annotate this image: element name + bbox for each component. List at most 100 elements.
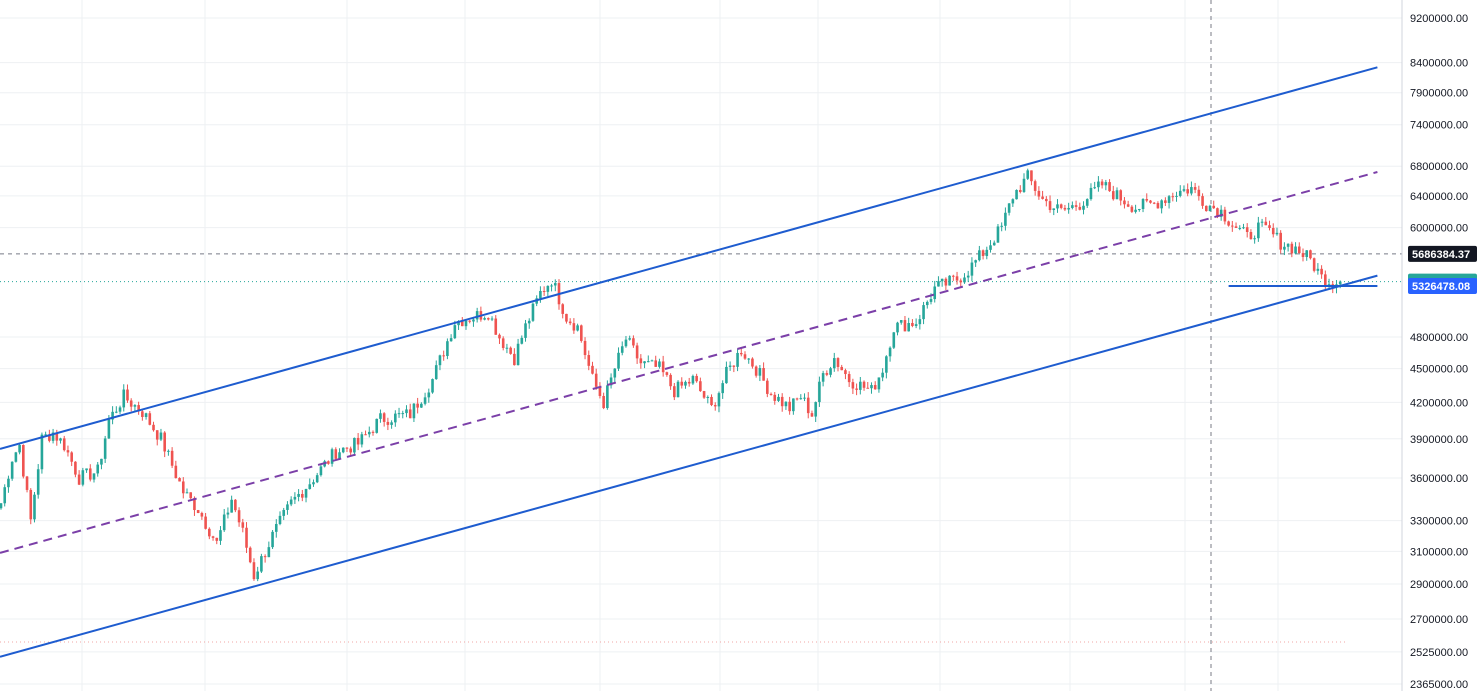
price-axis[interactable]: 9200000.00 8400000.00 7900000.00 7400000.00…	[1401, 0, 1468, 691]
candle-body	[669, 374, 672, 387]
trend-lines[interactable]	[0, 66, 1378, 658]
candle-body	[111, 411, 114, 420]
candle-body	[739, 352, 743, 355]
candle-body	[1316, 268, 1320, 271]
grid	[0, 0, 1402, 691]
candle-body	[189, 492, 193, 499]
candle-body	[513, 353, 516, 366]
candle-body	[959, 280, 963, 283]
candle-body	[1305, 250, 1309, 258]
candle-body	[758, 368, 762, 376]
candle-body	[665, 372, 669, 375]
candle-body	[903, 320, 907, 332]
candle-body	[539, 290, 542, 299]
candle-body	[353, 437, 356, 453]
candle-body	[699, 381, 702, 392]
candle-body	[133, 405, 137, 407]
candle-body	[301, 493, 304, 498]
candle-body	[527, 320, 531, 324]
candle-body	[289, 499, 293, 505]
candle-body	[561, 304, 565, 314]
candle-body	[553, 283, 557, 286]
candle-body	[1026, 170, 1030, 179]
candle-body	[1197, 189, 1201, 197]
candle-body	[40, 434, 44, 470]
candle-body	[1126, 204, 1130, 207]
candle-body	[769, 393, 773, 395]
candle-body	[1338, 281, 1342, 285]
candle-body	[174, 465, 178, 479]
candle-body	[952, 275, 955, 277]
candle-body	[85, 468, 88, 471]
candle-body	[416, 403, 419, 408]
candle-body	[620, 346, 624, 353]
candle-body	[315, 475, 319, 483]
candle-body	[892, 332, 896, 348]
price-tick-label: 8400000.00	[1410, 58, 1468, 70]
candle-body	[375, 418, 379, 433]
candle-body	[1149, 200, 1152, 203]
candle-body	[1111, 191, 1115, 200]
price-tick-label: 7900000.00	[1410, 88, 1468, 100]
candle-body	[401, 413, 405, 415]
candle-body	[181, 481, 185, 494]
candle-body	[282, 509, 286, 516]
candle-body	[141, 411, 144, 417]
candle-body	[1290, 243, 1294, 254]
candle-body	[766, 380, 769, 394]
candle-body	[394, 413, 397, 423]
candle-body	[873, 385, 877, 390]
candle-body	[1238, 227, 1242, 229]
candle-body	[866, 387, 870, 389]
candle-body	[632, 338, 635, 346]
price-tick-label: 2365000.00	[1410, 679, 1468, 691]
candle-body	[836, 358, 840, 367]
candle-body	[1245, 227, 1249, 232]
candle-body	[364, 434, 367, 436]
candle-body	[208, 528, 211, 537]
candle-body	[702, 391, 706, 398]
candle-body	[628, 338, 631, 340]
candle-body	[885, 356, 888, 373]
candle-body	[1052, 208, 1056, 211]
candle-body	[840, 366, 844, 371]
candle-body	[1324, 274, 1327, 287]
candle-body	[248, 547, 252, 563]
candle-body	[531, 303, 535, 321]
candle-body	[992, 242, 996, 246]
price-tick-label: 6800000.00	[1410, 161, 1468, 173]
candle-body	[1309, 250, 1312, 259]
candle-body	[594, 373, 598, 387]
candle-body	[922, 305, 925, 320]
candle-body	[516, 343, 520, 366]
candle-body	[1033, 181, 1037, 191]
candle-body	[907, 322, 910, 332]
candle-body	[963, 277, 966, 283]
candle-body	[1182, 189, 1186, 191]
candle-body	[1056, 204, 1059, 209]
candle-body	[635, 345, 639, 359]
candle-body	[695, 375, 698, 382]
price-tick-label: 6400000.00	[1410, 191, 1468, 203]
candle-body	[55, 432, 59, 441]
candle-body	[1037, 190, 1041, 197]
candle-body	[118, 407, 122, 412]
price-tick-label: 4500000.00	[1410, 364, 1468, 376]
candle-body	[341, 447, 345, 453]
candle-body	[661, 361, 665, 373]
price-badge	[1408, 277, 1477, 294]
candle-body	[327, 461, 330, 464]
price-tick-label: 9200000.00	[1410, 13, 1468, 25]
price-badge-label: 5686384.37	[1412, 249, 1470, 261]
candle-body	[1119, 190, 1123, 201]
candle-body	[743, 354, 747, 359]
candle-body	[241, 522, 245, 528]
candle-body	[825, 373, 829, 375]
candle-body	[1141, 199, 1145, 210]
candle-body	[222, 514, 226, 531]
candle-body	[572, 323, 576, 331]
candle-body	[981, 250, 985, 257]
candle-body	[580, 325, 583, 341]
